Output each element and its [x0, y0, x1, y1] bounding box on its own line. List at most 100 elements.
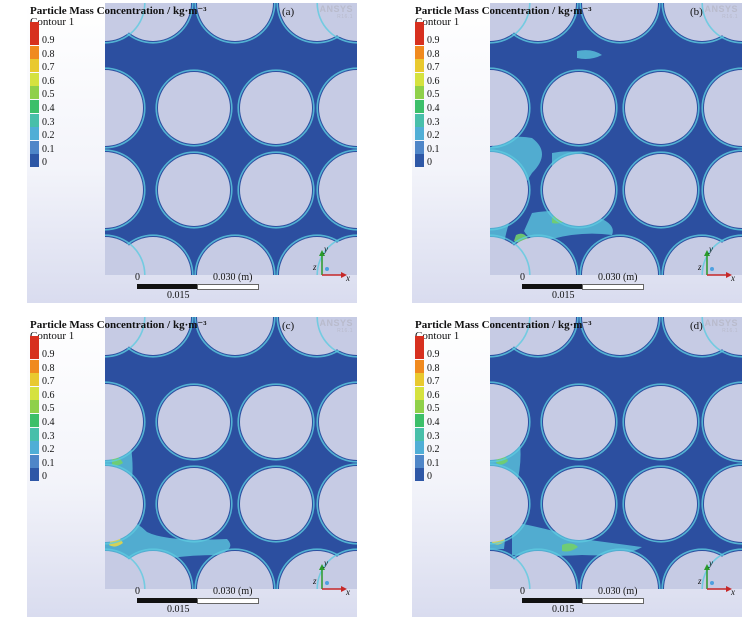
legend-swatch	[30, 441, 39, 455]
scale-mid: 0.015	[552, 290, 575, 301]
axis-z-label: z	[312, 262, 317, 272]
legend-swatch	[30, 454, 39, 468]
legend-level: 0.2	[427, 130, 440, 142]
axis-x-label: x	[345, 273, 350, 283]
legend-swatch	[415, 22, 424, 32]
legend-swatch	[415, 441, 424, 455]
scale-mid: 0.015	[167, 290, 190, 301]
legend-swatch	[415, 100, 424, 113]
legend-swatch	[415, 336, 424, 346]
legend-swatch	[30, 113, 39, 127]
legend-swatch	[30, 100, 39, 113]
legend-swatch	[30, 427, 39, 441]
tube-hole	[240, 154, 312, 226]
scale-zero: 0	[135, 586, 140, 597]
legend-swatch	[30, 400, 39, 414]
legend-level: 0.6	[42, 389, 55, 401]
tube-hole	[704, 384, 742, 460]
tube-hole	[625, 468, 697, 540]
tube-hole	[490, 317, 528, 355]
legend-level: 0	[427, 471, 432, 483]
tube-hole	[105, 466, 143, 542]
tube-hole	[704, 70, 742, 146]
scale-mid: 0.015	[167, 604, 190, 615]
axis-x-label: x	[730, 273, 735, 283]
tube-hole	[319, 237, 357, 275]
ansys-logo: ANSYS R16.1	[319, 318, 353, 335]
tube-hole	[490, 384, 528, 460]
tube-hole	[319, 317, 357, 355]
legend-level: 0.7	[42, 376, 55, 388]
legend-swatch	[415, 32, 424, 45]
legend-level: 0.5	[427, 403, 440, 415]
legend-level: 0.1	[42, 457, 55, 469]
legend-swatch	[30, 336, 39, 346]
legend-swatch	[30, 59, 39, 73]
scale-bar: 0 0.030 (m) 0.015	[520, 586, 682, 615]
legend-swatch	[415, 468, 424, 482]
legend-swatch	[30, 22, 39, 32]
legend-swatch	[30, 386, 39, 400]
axis-z-label: z	[697, 576, 702, 586]
panel-subtitle: Contour 1	[30, 330, 75, 342]
contour-panel-4: Particle Mass Concentration / kg·m⁻³ Cont…	[412, 317, 742, 617]
tube-hole	[105, 384, 143, 460]
tube-hole	[319, 551, 357, 589]
legend-level: 0.2	[427, 444, 440, 456]
legend-level: 0	[42, 471, 47, 483]
tube-hole	[704, 3, 742, 41]
axis-x-label: x	[345, 587, 350, 597]
scale-end: 0.030 (m)	[213, 272, 253, 283]
legend-level: 0	[427, 157, 432, 169]
legend-swatch	[30, 72, 39, 86]
contour-panel-1: Particle Mass Concentration / kg·m⁻³ Cont…	[27, 3, 357, 303]
tube-hole	[704, 237, 742, 275]
legend-level: 0.7	[427, 62, 440, 74]
legend-swatch	[415, 154, 424, 168]
legend-level: 0.3	[42, 430, 55, 442]
tube-hole	[105, 237, 143, 275]
legend-swatch	[415, 86, 424, 100]
tube-hole	[543, 468, 615, 540]
tube-hole	[582, 237, 658, 275]
tube-hole	[625, 386, 697, 458]
panel-label: (c)	[282, 320, 295, 332]
axis-y-label: y	[323, 558, 328, 568]
axis-triad: yz x	[697, 558, 735, 597]
concentration-patch	[577, 50, 602, 59]
legend-swatch	[30, 346, 39, 359]
legend-swatch	[415, 386, 424, 400]
legend-swatch	[415, 454, 424, 468]
tube-hole	[490, 152, 528, 228]
scale-end: 0.030 (m)	[598, 272, 638, 283]
tube-hole	[105, 3, 143, 41]
axis-z-label: z	[697, 262, 702, 272]
legend-level: 0.9	[42, 35, 55, 46]
panel-label: (a)	[282, 6, 295, 18]
scale-mid: 0.015	[552, 604, 575, 615]
legend-swatch	[415, 127, 424, 141]
legend-level: 0.8	[427, 362, 440, 374]
legend-swatch	[30, 86, 39, 100]
axis-triad: yz x	[312, 558, 350, 597]
tube-hole	[319, 70, 357, 146]
legend-level: 0.6	[427, 75, 440, 87]
tube-hole	[158, 386, 230, 458]
axis-x-label: x	[730, 587, 735, 597]
legend-level: 0.5	[427, 89, 440, 101]
tube-hole	[319, 152, 357, 228]
ansys-logo: ANSYS R16.1	[319, 4, 353, 21]
tube-hole	[319, 384, 357, 460]
legend-swatch	[415, 59, 424, 73]
tube-hole	[105, 152, 143, 228]
tube-hole	[582, 3, 658, 41]
legend-swatch	[30, 414, 39, 427]
contour-panel-3: Particle Mass Concentration / kg·m⁻³ Cont…	[27, 317, 357, 617]
scale-end: 0.030 (m)	[598, 586, 638, 597]
tube-hole	[319, 3, 357, 41]
axis-triad: yz x	[697, 244, 735, 283]
scale-end: 0.030 (m)	[213, 586, 253, 597]
tube-hole	[105, 70, 143, 146]
tube-hole	[240, 72, 312, 144]
tube-hole	[704, 317, 742, 355]
